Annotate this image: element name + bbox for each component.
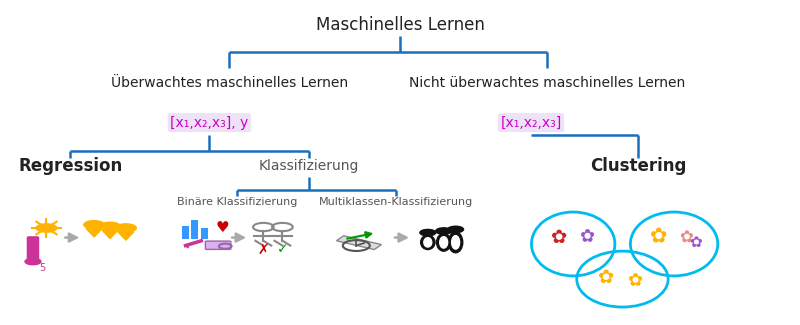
Bar (191, 220, 198, 239)
Ellipse shape (452, 236, 459, 249)
Text: Maschinelles Lernen: Maschinelles Lernen (315, 16, 485, 34)
FancyBboxPatch shape (206, 241, 230, 249)
Text: Regression: Regression (18, 157, 122, 175)
Ellipse shape (421, 235, 435, 250)
Bar (182, 227, 189, 239)
Text: Klassifizierung: Klassifizierung (258, 159, 359, 173)
Text: [x₁,x₂,x₃]: [x₁,x₂,x₃] (501, 116, 562, 130)
Polygon shape (118, 232, 134, 240)
Text: Nicht überwachtes maschinelles Lernen: Nicht überwachtes maschinelles Lernen (409, 76, 685, 90)
FancyBboxPatch shape (27, 237, 38, 261)
Text: ✿: ✿ (626, 272, 642, 290)
Polygon shape (102, 230, 118, 239)
Text: ✿: ✿ (579, 228, 594, 247)
Circle shape (115, 224, 136, 232)
Circle shape (448, 226, 463, 233)
Bar (337, 236, 382, 250)
Circle shape (25, 258, 41, 265)
Text: ✿: ✿ (650, 226, 667, 246)
Text: ♥: ♥ (216, 220, 230, 236)
Text: 5: 5 (39, 263, 46, 273)
Circle shape (436, 228, 452, 234)
Text: ✿: ✿ (598, 268, 614, 287)
Text: Binäre Klassifizierung: Binäre Klassifizierung (177, 197, 298, 207)
Circle shape (36, 224, 57, 232)
Circle shape (100, 222, 120, 230)
Text: ✿: ✿ (679, 228, 693, 247)
Text: Überwachtes maschinelles Lernen: Überwachtes maschinelles Lernen (110, 76, 348, 90)
Text: [x₁,x₂,x₃], y: [x₁,x₂,x₃], y (170, 116, 249, 130)
Ellipse shape (424, 238, 432, 247)
Ellipse shape (449, 232, 462, 253)
Text: ✿: ✿ (550, 228, 567, 247)
Text: ✓: ✓ (277, 242, 288, 256)
Circle shape (420, 229, 436, 236)
Text: ✿: ✿ (689, 235, 702, 250)
Bar (201, 228, 208, 239)
Text: Clustering: Clustering (590, 157, 686, 175)
Polygon shape (86, 228, 102, 237)
Circle shape (84, 221, 105, 229)
Ellipse shape (437, 234, 451, 251)
Ellipse shape (440, 237, 448, 248)
Text: ✗: ✗ (258, 242, 269, 256)
Text: Multiklassen-Klassifizierung: Multiklassen-Klassifizierung (319, 197, 473, 207)
